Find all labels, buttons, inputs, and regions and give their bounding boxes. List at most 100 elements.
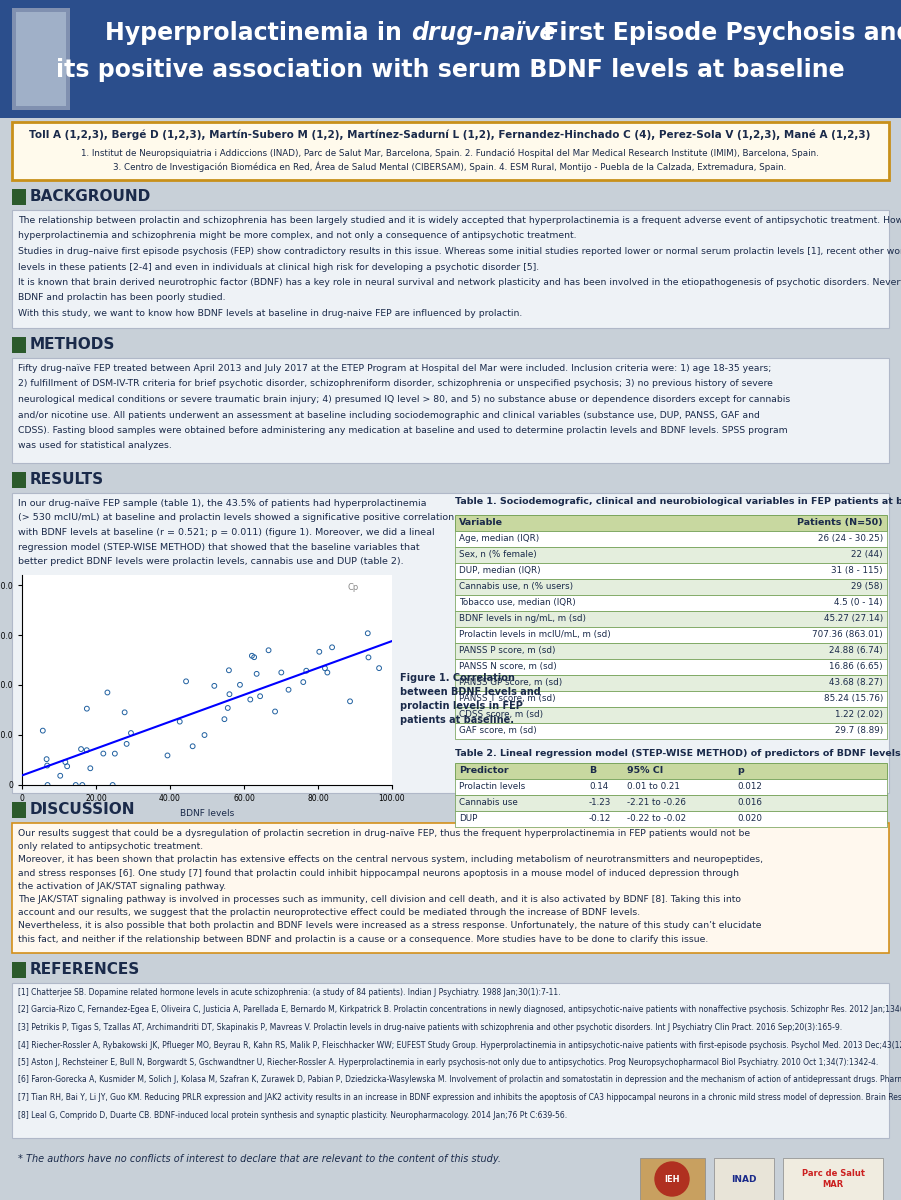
Text: PANSS P score, m (sd): PANSS P score, m (sd) bbox=[459, 646, 556, 655]
Text: PANSS T score, m (sd): PANSS T score, m (sd) bbox=[459, 694, 556, 703]
Text: 45.27 (27.14): 45.27 (27.14) bbox=[824, 614, 883, 624]
Bar bbox=[714, 1158, 774, 1200]
Text: Variable: Variable bbox=[459, 518, 503, 527]
Bar bbox=[783, 1158, 883, 1200]
Text: The JAK/STAT signaling pathway is involved in processes such as immunity, cell d: The JAK/STAT signaling pathway is involv… bbox=[18, 895, 741, 904]
Text: BDNF levels in ng/mL, m (sd): BDNF levels in ng/mL, m (sd) bbox=[459, 614, 586, 623]
Text: only related to antipsychotic treatment.: only related to antipsychotic treatment. bbox=[18, 842, 203, 851]
Bar bbox=[12, 337, 26, 353]
Text: 0.14: 0.14 bbox=[589, 782, 608, 791]
Text: First Episode Psychosis and: First Episode Psychosis and bbox=[535, 20, 901, 44]
Point bbox=[268, 702, 282, 721]
Text: In our drug-naïve FEP sample (table 1), the 43.5% of patients had hyperprolactin: In our drug-naïve FEP sample (table 1), … bbox=[18, 499, 426, 508]
Point bbox=[318, 659, 332, 678]
Text: With this study, we want to know how BDNF levels at baseline in drug-naive FEP a: With this study, we want to know how BDN… bbox=[18, 308, 523, 318]
Point bbox=[253, 686, 268, 706]
Point bbox=[217, 709, 232, 728]
Point bbox=[60, 757, 75, 776]
Point bbox=[312, 642, 326, 661]
Text: [3] Petrikis P, Tigas S, Tzallas AT, Archimandriti DT, Skapinakis P, Mavreas V. : [3] Petrikis P, Tigas S, Tzallas AT, Arc… bbox=[18, 1022, 842, 1032]
Bar bbox=[12, 959, 889, 982]
Bar bbox=[455, 515, 887, 530]
Text: 24.88 (6.74): 24.88 (6.74) bbox=[829, 647, 883, 655]
Text: Tobacco use, median (IQR): Tobacco use, median (IQR) bbox=[459, 598, 576, 607]
Text: -0.22 to -0.02: -0.22 to -0.02 bbox=[627, 814, 687, 823]
Text: 0.016: 0.016 bbox=[737, 798, 762, 806]
Bar bbox=[455, 626, 887, 643]
Text: [4] Riecher-Rossler A, Rybakowski JK, Pflueger MO, Beyrau R, Kahn RS, Malik P, F: [4] Riecher-Rossler A, Rybakowski JK, Pf… bbox=[18, 1040, 901, 1050]
Text: The relationship between prolactin and schizophrenia has been largely studied an: The relationship between prolactin and s… bbox=[18, 216, 901, 226]
Text: METHODS: METHODS bbox=[30, 337, 115, 352]
Text: [5] Aston J, Rechsteiner E, Bull N, Borgwardt S, Gschwandtner U, Riecher-Rossler: [5] Aston J, Rechsteiner E, Bull N, Borg… bbox=[18, 1058, 878, 1067]
Bar bbox=[12, 122, 889, 180]
Bar bbox=[455, 643, 887, 659]
Text: 16.86 (6.65): 16.86 (6.65) bbox=[830, 662, 883, 672]
Point bbox=[100, 683, 114, 702]
Text: 31 (8 - 115): 31 (8 - 115) bbox=[832, 566, 883, 576]
Bar bbox=[12, 802, 26, 818]
Text: was used for statistical analyzes.: was used for statistical analyzes. bbox=[18, 442, 172, 450]
Point bbox=[117, 703, 132, 722]
Text: 707.36 (863.01): 707.36 (863.01) bbox=[812, 630, 883, 640]
Point bbox=[281, 680, 296, 700]
Bar bbox=[12, 469, 889, 491]
Point bbox=[123, 724, 138, 743]
Text: * The authors have no conflicts of interest to declare that are relevant to the : * The authors have no conflicts of inter… bbox=[18, 1154, 501, 1164]
Point bbox=[160, 746, 175, 766]
Point bbox=[243, 690, 258, 709]
Point bbox=[372, 659, 387, 678]
Text: Table 2. Lineal regression model (STEP-WISE METHOD) of predictors of BDNF levels: Table 2. Lineal regression model (STEP-W… bbox=[455, 749, 901, 758]
Text: regression model (STEP-WISE METHOD) that showed that the baseline variables that: regression model (STEP-WISE METHOD) that… bbox=[18, 542, 420, 552]
Text: 43.68 (8.27): 43.68 (8.27) bbox=[829, 678, 883, 688]
Text: Sex, n (% female): Sex, n (% female) bbox=[459, 550, 537, 559]
Text: 0.012: 0.012 bbox=[737, 782, 762, 791]
Point bbox=[222, 661, 236, 680]
Point bbox=[40, 756, 54, 775]
Text: and/or nicotine use. All patients underwent an assessment at baseline including : and/or nicotine use. All patients underw… bbox=[18, 410, 760, 420]
Point bbox=[41, 775, 55, 794]
Point bbox=[120, 734, 134, 754]
Text: Our results suggest that could be a dysregulation of prolactin secretion in drug: Our results suggest that could be a dysr… bbox=[18, 829, 751, 838]
Point bbox=[342, 691, 357, 710]
Text: CDSS). Fasting blood samples were obtained before administering any medication a: CDSS). Fasting blood samples were obtain… bbox=[18, 426, 787, 434]
Text: Table 1. Sociodemografic, clinical and neurobiological variables in FEP patients: Table 1. Sociodemografic, clinical and n… bbox=[455, 497, 901, 506]
Bar bbox=[455, 779, 887, 794]
Text: Cannabis use, n (% users): Cannabis use, n (% users) bbox=[459, 582, 573, 590]
Text: 4.5 (0 - 14): 4.5 (0 - 14) bbox=[834, 599, 883, 607]
Bar bbox=[12, 823, 889, 953]
Bar bbox=[12, 472, 26, 488]
Text: Nevertheless, it is also possible that both prolactin and BDNF levels were incre: Nevertheless, it is also possible that b… bbox=[18, 922, 761, 930]
Point bbox=[178, 672, 193, 691]
Text: DUP, median (IQR): DUP, median (IQR) bbox=[459, 566, 541, 575]
Text: Parc de Salut
MAR: Parc de Salut MAR bbox=[802, 1169, 864, 1189]
Text: and stress responses [6]. One study [7] found that prolactin could inhibit hippo: and stress responses [6]. One study [7] … bbox=[18, 869, 739, 877]
Text: Prolactin levels: Prolactin levels bbox=[459, 782, 525, 791]
Bar bbox=[455, 691, 887, 707]
Point bbox=[296, 672, 311, 691]
Point bbox=[221, 698, 235, 718]
Text: 29 (58): 29 (58) bbox=[851, 582, 883, 592]
Bar bbox=[455, 763, 887, 779]
Point bbox=[83, 758, 97, 778]
Bar bbox=[12, 983, 889, 1138]
Text: It is known that brain derived neurotrophic factor (BDNF) has a key role in neur: It is known that brain derived neurotrop… bbox=[18, 278, 901, 287]
Point bbox=[299, 661, 314, 680]
Text: Moreover, it has been shown that prolactin has extensive effects on the central : Moreover, it has been shown that prolact… bbox=[18, 856, 763, 864]
Bar bbox=[455, 674, 887, 691]
Bar bbox=[12, 334, 889, 356]
Point bbox=[232, 676, 247, 695]
Bar bbox=[12, 186, 889, 208]
Text: the activation of JAK/STAT signaling pathway.: the activation of JAK/STAT signaling pat… bbox=[18, 882, 226, 890]
Text: BACKGROUND: BACKGROUND bbox=[30, 188, 151, 204]
Bar bbox=[12, 493, 889, 793]
Point bbox=[75, 775, 89, 794]
Point bbox=[274, 662, 288, 682]
Text: 3. Centro de Investigación Biomédica en Red, Área de Salud Mental (CIBERSAM), Sp: 3. Centro de Investigación Biomédica en … bbox=[114, 162, 787, 173]
Text: neurological medical conditions or severe traumatic brain injury; 4) presumed IQ: neurological medical conditions or sever… bbox=[18, 395, 790, 404]
Point bbox=[96, 744, 111, 763]
Text: Hyperprolactinemia in: Hyperprolactinemia in bbox=[105, 20, 410, 44]
Text: hyperprolactinemia and schizophrenia might be more complex, and not only a conse: hyperprolactinemia and schizophrenia mig… bbox=[18, 232, 577, 240]
Text: account and our results, we suggest that the prolactin neuroprotective effect co: account and our results, we suggest that… bbox=[18, 908, 640, 917]
Bar bbox=[12, 358, 889, 463]
Text: Age, median (IQR): Age, median (IQR) bbox=[459, 534, 540, 542]
